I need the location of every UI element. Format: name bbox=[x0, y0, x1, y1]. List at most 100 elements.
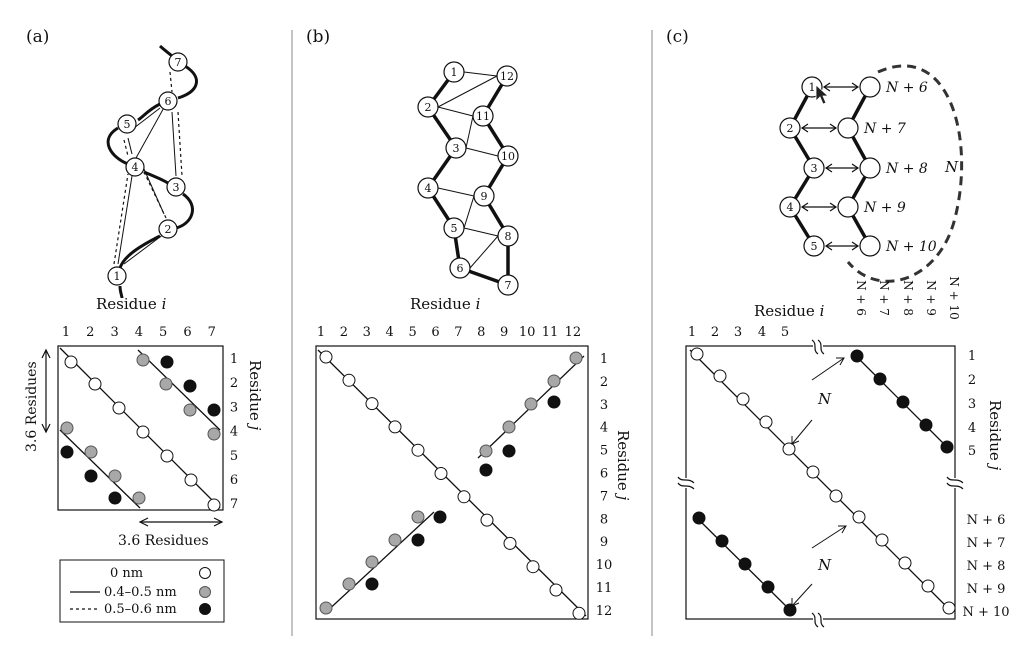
panel-b-diagonal-line bbox=[317, 349, 587, 617]
panel-c-residue-node bbox=[779, 196, 801, 218]
panel-b-contact-points bbox=[319, 350, 586, 620]
panel-a-contact-point bbox=[108, 491, 122, 505]
panel-b-residue-node-label: 9 bbox=[481, 190, 488, 203]
panel-c-residue-node bbox=[803, 157, 825, 179]
panel-c-y-tick: N + 8 bbox=[967, 559, 1006, 574]
panel-b-contact-point bbox=[388, 420, 402, 434]
panel-c-x-tick-rotated: N + 9 bbox=[924, 280, 938, 316]
panel-b-contact-point bbox=[524, 397, 538, 411]
panel-b-residue-node bbox=[417, 177, 439, 199]
panel-a-contact-point bbox=[60, 445, 74, 459]
panel-b-x-tick: 10 bbox=[519, 325, 536, 340]
panel-c-contact-point bbox=[875, 533, 889, 547]
panel-b-y-tick: 8 bbox=[600, 512, 608, 527]
panel-b-contact-point bbox=[502, 420, 516, 434]
panel-b-contact-point bbox=[388, 533, 402, 547]
panel-a-y-tick: 2 bbox=[230, 376, 238, 391]
panel-c-x-tick-rotated: N + 10 bbox=[947, 276, 961, 319]
panel-a-contact-point bbox=[112, 401, 126, 415]
panel-b-contact-point bbox=[526, 560, 540, 574]
legend-entry-0.4-0.5: 0.4–0.5 nm bbox=[104, 585, 177, 600]
panel-a-contact-point bbox=[108, 469, 122, 483]
panel-a-vertical-span-arrowheads bbox=[41, 348, 51, 434]
panel-a-contact-point bbox=[64, 355, 78, 369]
panel-c-y-tick: N + 6 bbox=[967, 513, 1006, 528]
panel-b-y-tick: 4 bbox=[600, 421, 608, 436]
panel-a-y-tick: 1 bbox=[230, 352, 238, 367]
panel-a-y-tick: 5 bbox=[230, 449, 238, 464]
panel-b-contact-point bbox=[479, 444, 493, 458]
panel-b-hbond-arrow bbox=[437, 75, 498, 108]
panel-b-contact-point bbox=[457, 490, 471, 504]
panel-c-residue-node-label: 5 bbox=[811, 240, 818, 253]
panel-b-x-tick: 5 bbox=[408, 325, 416, 340]
panel-c-residue-node bbox=[779, 117, 801, 139]
panel-b-contact-lines bbox=[317, 349, 587, 617]
panel-c-loop-label: N bbox=[944, 158, 959, 176]
panel-a-residue-node-label: 4 bbox=[132, 161, 139, 174]
panel-b-contact-point bbox=[365, 555, 379, 569]
panel-c-contact-point bbox=[896, 395, 910, 409]
panel-b-contact-point bbox=[549, 583, 563, 597]
panel-a-residue-node bbox=[117, 114, 137, 134]
panel-b-residue-node-label: 4 bbox=[425, 182, 432, 195]
panel-b-residue-node-label: 5 bbox=[451, 222, 458, 235]
panel-c-hbond-arrowheads bbox=[824, 163, 860, 173]
panel-b-contact-point bbox=[502, 444, 516, 458]
panel-a-upper-contact-line bbox=[137, 349, 221, 431]
panel-b-residue-node-label: 10 bbox=[501, 150, 515, 163]
panel-c-right-ticks: 1 2 3 4 5 N + 6 N + 7 N + 8 N + 9 N + 10 bbox=[962, 349, 1009, 620]
panel-b-residue-node bbox=[497, 274, 519, 296]
panel-c-contact-point bbox=[921, 579, 935, 593]
panel-a-contact-point bbox=[84, 469, 98, 483]
panel-c-contact-point bbox=[919, 418, 933, 432]
panel-c-residue-node-unlabeled bbox=[837, 196, 859, 218]
panel-b-contact-point bbox=[411, 443, 425, 457]
panel-b-top-ticks: 1 2 3 4 5 6 7 8 9 10 11 12 bbox=[317, 325, 581, 340]
panel-a-residue-node-label: 6 bbox=[165, 95, 172, 108]
panel-b-y-tick: 10 bbox=[596, 558, 613, 573]
panel-a-label: (a) bbox=[26, 27, 49, 47]
panel-a-contact-point bbox=[183, 379, 197, 393]
panel-b-residue-node-label: 3 bbox=[453, 142, 460, 155]
legend-marker-black bbox=[199, 603, 211, 615]
panel-b-y-tick: 6 bbox=[600, 467, 608, 482]
panel-a-contact-point bbox=[84, 445, 98, 459]
panel-a-residue-node-label: 5 bbox=[124, 118, 131, 131]
panel-a-x-axis-title: Residue i bbox=[96, 295, 167, 313]
panel-c-sheet: 1 N + 6 2 N + 7 3 N + 8 4 N + 9 5 N + 10 bbox=[779, 76, 937, 257]
legend-marker-white bbox=[199, 567, 211, 579]
panel-c-contact-point bbox=[738, 557, 752, 571]
panel-b-contact-point bbox=[319, 601, 333, 615]
panel-a-contact-point bbox=[159, 377, 173, 391]
panel-c-contact-point bbox=[782, 442, 796, 456]
panel-a-x-tick: 2 bbox=[86, 325, 94, 340]
panel-c-top-ticks: 1 2 3 4 5 N + 6 N + 7 N + 8 N + 9 N + 10 bbox=[688, 276, 961, 340]
panel-a-residue-node bbox=[168, 52, 188, 72]
panel-a-node-group: 1 2 3 4 5 6 7 bbox=[107, 52, 188, 286]
panel-b-contact-point bbox=[480, 513, 494, 527]
panel-a-contact-point bbox=[88, 377, 102, 391]
panel-c-y-tick: 1 bbox=[968, 349, 976, 364]
panel-b-hbond-arrow bbox=[437, 106, 474, 117]
panel-c-residue-node-label: 1 bbox=[809, 81, 816, 94]
panel-b-residue-node bbox=[443, 217, 465, 239]
panel-a-residue-node bbox=[158, 91, 178, 111]
panel-a-residue-node-label: 1 bbox=[114, 270, 121, 283]
panel-b-contact-point bbox=[547, 395, 561, 409]
panel-c-gap-label-bottom: N bbox=[817, 556, 832, 574]
legend-frame bbox=[59, 559, 225, 623]
panel-a-contact-point bbox=[207, 403, 221, 417]
panel-c-residue-node-label: 3 bbox=[811, 162, 818, 175]
panel-a-y-axis-title: Residue j bbox=[246, 360, 264, 431]
panel-b-residue-node bbox=[497, 145, 519, 167]
panel-c-contact-point bbox=[690, 347, 704, 361]
panel-b-hbond-arrow bbox=[463, 227, 499, 237]
panel-c-x-axis-title: Residue i bbox=[754, 302, 825, 320]
panel-a-residue-node bbox=[158, 219, 178, 239]
mouse-cursor-icon bbox=[815, 84, 830, 105]
panel-b-x-tick: 2 bbox=[340, 325, 348, 340]
panel-b-residue-node-label: 6 bbox=[457, 262, 464, 275]
panel-c-loop bbox=[846, 64, 964, 283]
